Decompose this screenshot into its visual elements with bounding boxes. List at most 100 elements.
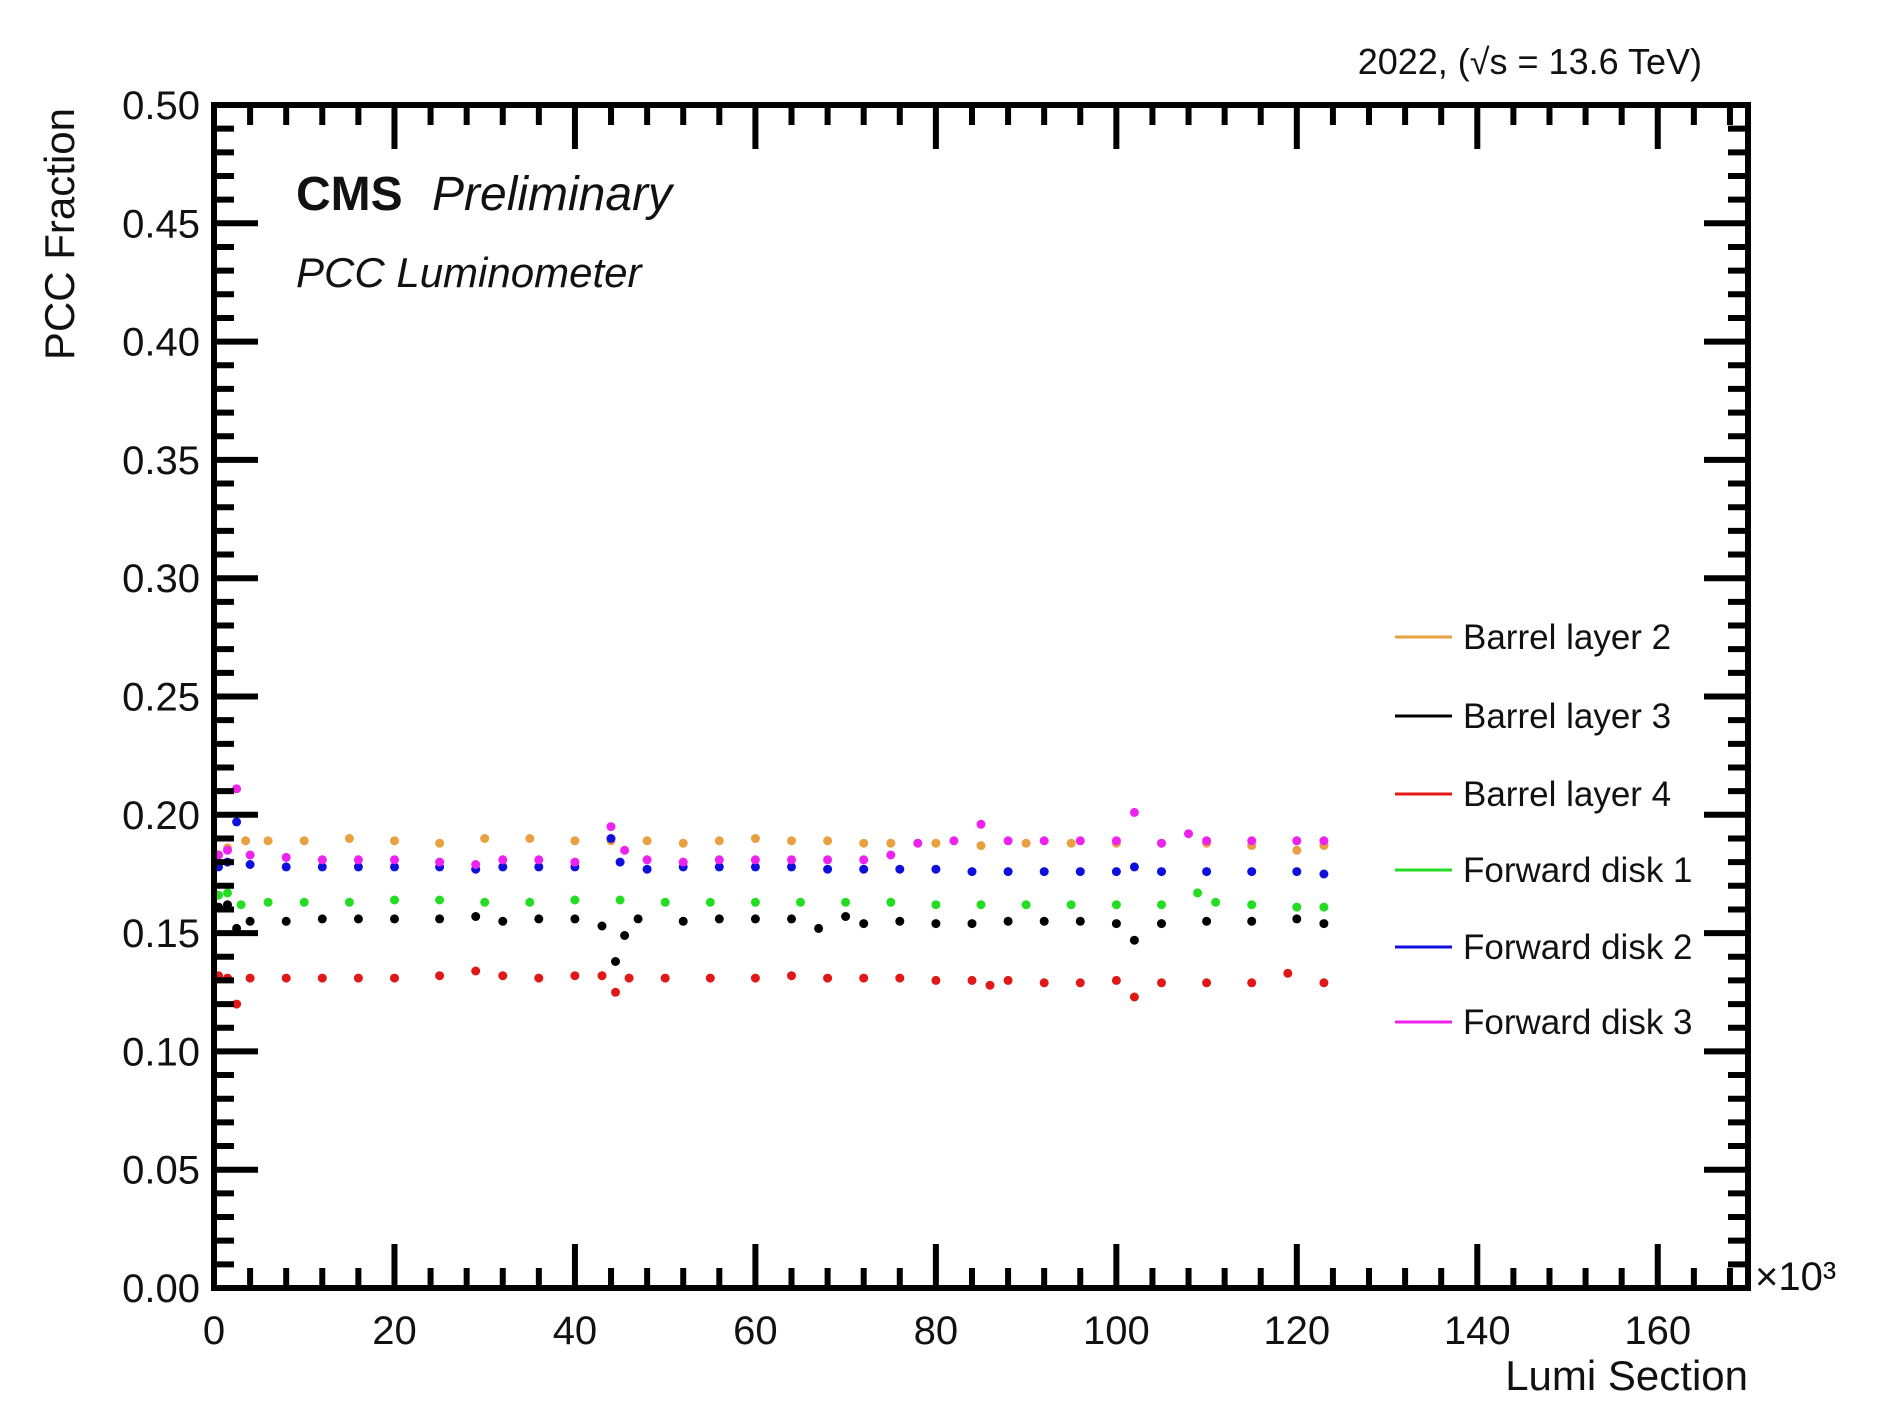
data-point-s4-27 (1247, 900, 1257, 910)
data-point-s5-24 (931, 864, 941, 874)
x-tick-label: 40 (553, 1309, 598, 1353)
x-axis-title: Lumi Section (1505, 1352, 1748, 1399)
data-point-s4-24 (1157, 900, 1166, 910)
data-point-s4-22 (1066, 900, 1076, 910)
y-tick-label: 0.25 (122, 676, 200, 720)
legend: Barrel layer 2 Barrel layer 3 Barrel layer… (1395, 618, 1693, 1042)
data-point-s3-29 (1075, 978, 1085, 988)
data-point-s4-19 (931, 900, 941, 910)
data-point-s4-3 (236, 900, 246, 910)
data-point-s4-2 (223, 888, 232, 898)
data-point-s3-36 (1319, 978, 1329, 988)
data-point-s2-12 (534, 914, 544, 924)
data-point-s2-19 (714, 914, 724, 924)
data-point-s2-15 (611, 957, 620, 966)
data-point-s4-28 (1292, 902, 1302, 912)
data-point-s5-35 (1319, 869, 1329, 879)
y-tick-label: 0.00 (122, 1267, 200, 1311)
data-point-s6-37 (1319, 836, 1329, 846)
data-point-s4-18 (886, 897, 896, 907)
data-point-s4-21 (1021, 900, 1031, 910)
y-tick-label: 0.10 (122, 1030, 200, 1074)
data-point-s3-7 (353, 973, 363, 983)
data-point-s5-19 (750, 862, 760, 872)
data-point-s1-9 (480, 834, 490, 843)
data-point-s1-5 (299, 836, 309, 846)
data-point-s5-6 (317, 862, 327, 872)
data-point-s2-10 (471, 912, 481, 921)
data-point-s6-10 (471, 860, 481, 869)
data-point-s6-34 (1202, 836, 1212, 846)
data-point-s3-31 (1129, 992, 1139, 1002)
data-point-s1-22 (976, 841, 986, 851)
data-point-s6-6 (317, 855, 327, 865)
data-point-s4-15 (750, 897, 760, 907)
data-point-s3-5 (281, 973, 291, 983)
y-tick-label: 0.05 (122, 1149, 200, 1193)
data-point-s5-5 (281, 862, 291, 872)
data-point-s6-29 (1075, 836, 1085, 846)
data-point-s5-7 (353, 862, 363, 872)
y-tick-label: 0.15 (122, 912, 200, 956)
data-point-s2-37 (1319, 919, 1329, 929)
data-point-s3-3 (232, 999, 242, 1009)
data-point-s2-16 (620, 931, 630, 940)
data-point-s2-31 (1111, 919, 1121, 929)
data-point-s3-15 (611, 987, 620, 997)
data-point-s6-30 (1111, 836, 1121, 846)
data-point-s6-26 (976, 819, 986, 829)
data-point-s3-32 (1157, 978, 1166, 988)
energy-label: 2022, (√s = 13.6 TeV) (1358, 41, 1702, 82)
data-point-s1-3 (241, 836, 251, 846)
legend-label-2: Barrel layer 3 (1463, 697, 1671, 736)
data-point-s2-5 (281, 916, 291, 926)
data-point-s1-11 (570, 836, 580, 846)
data-point-s1-7 (390, 836, 399, 846)
data-point-s2-11 (498, 916, 508, 926)
data-point-s6-3 (232, 784, 242, 794)
x-tick-label: 120 (1263, 1309, 1330, 1353)
data-point-s3-21 (823, 973, 833, 983)
data-point-s3-9 (435, 971, 445, 981)
x-tick-label: 80 (914, 1309, 959, 1353)
data-point-s2-36 (1292, 914, 1302, 924)
data-point-s4-14 (705, 897, 715, 907)
series-3 (214, 966, 1329, 1009)
data-point-s5-14 (606, 834, 616, 843)
data-point-s3-35 (1283, 968, 1293, 978)
data-point-s2-35 (1247, 916, 1257, 926)
data-point-s3-11 (498, 971, 508, 981)
data-point-s2-8 (390, 914, 399, 924)
data-point-s4-17 (841, 897, 851, 907)
legend-label-4: Forward disk 1 (1463, 851, 1693, 890)
data-point-s6-11 (498, 855, 508, 865)
y-tick-label: 0.30 (122, 557, 200, 601)
data-point-s6-17 (678, 857, 688, 867)
data-point-s6-9 (435, 857, 445, 867)
data-point-s5-20 (787, 862, 796, 872)
data-point-s5-3 (232, 817, 242, 827)
data-point-s5-8 (390, 862, 399, 872)
data-point-s3-13 (570, 971, 580, 981)
series-6 (214, 784, 1329, 869)
data-point-s5-12 (534, 862, 544, 872)
data-point-s6-31 (1129, 807, 1139, 817)
data-point-s2-23 (841, 912, 851, 921)
data-point-s3-18 (705, 973, 715, 983)
data-point-s2-9 (435, 914, 445, 924)
data-point-s6-22 (859, 855, 869, 865)
data-point-s2-18 (678, 916, 688, 926)
series-2 (214, 900, 1329, 966)
data-point-s4-7 (390, 895, 399, 905)
x-tick-label: 100 (1083, 1309, 1150, 1353)
data-point-s3-12 (534, 973, 544, 983)
data-point-s3-19 (750, 973, 760, 983)
data-point-s3-28 (1039, 978, 1049, 988)
y-axis-title: PCC Fraction (36, 108, 83, 360)
data-point-s3-24 (931, 975, 941, 985)
data-point-s5-4 (245, 860, 255, 869)
data-point-s4-26 (1211, 897, 1221, 907)
data-point-s3-30 (1111, 975, 1121, 985)
data-point-s2-13 (570, 914, 580, 924)
